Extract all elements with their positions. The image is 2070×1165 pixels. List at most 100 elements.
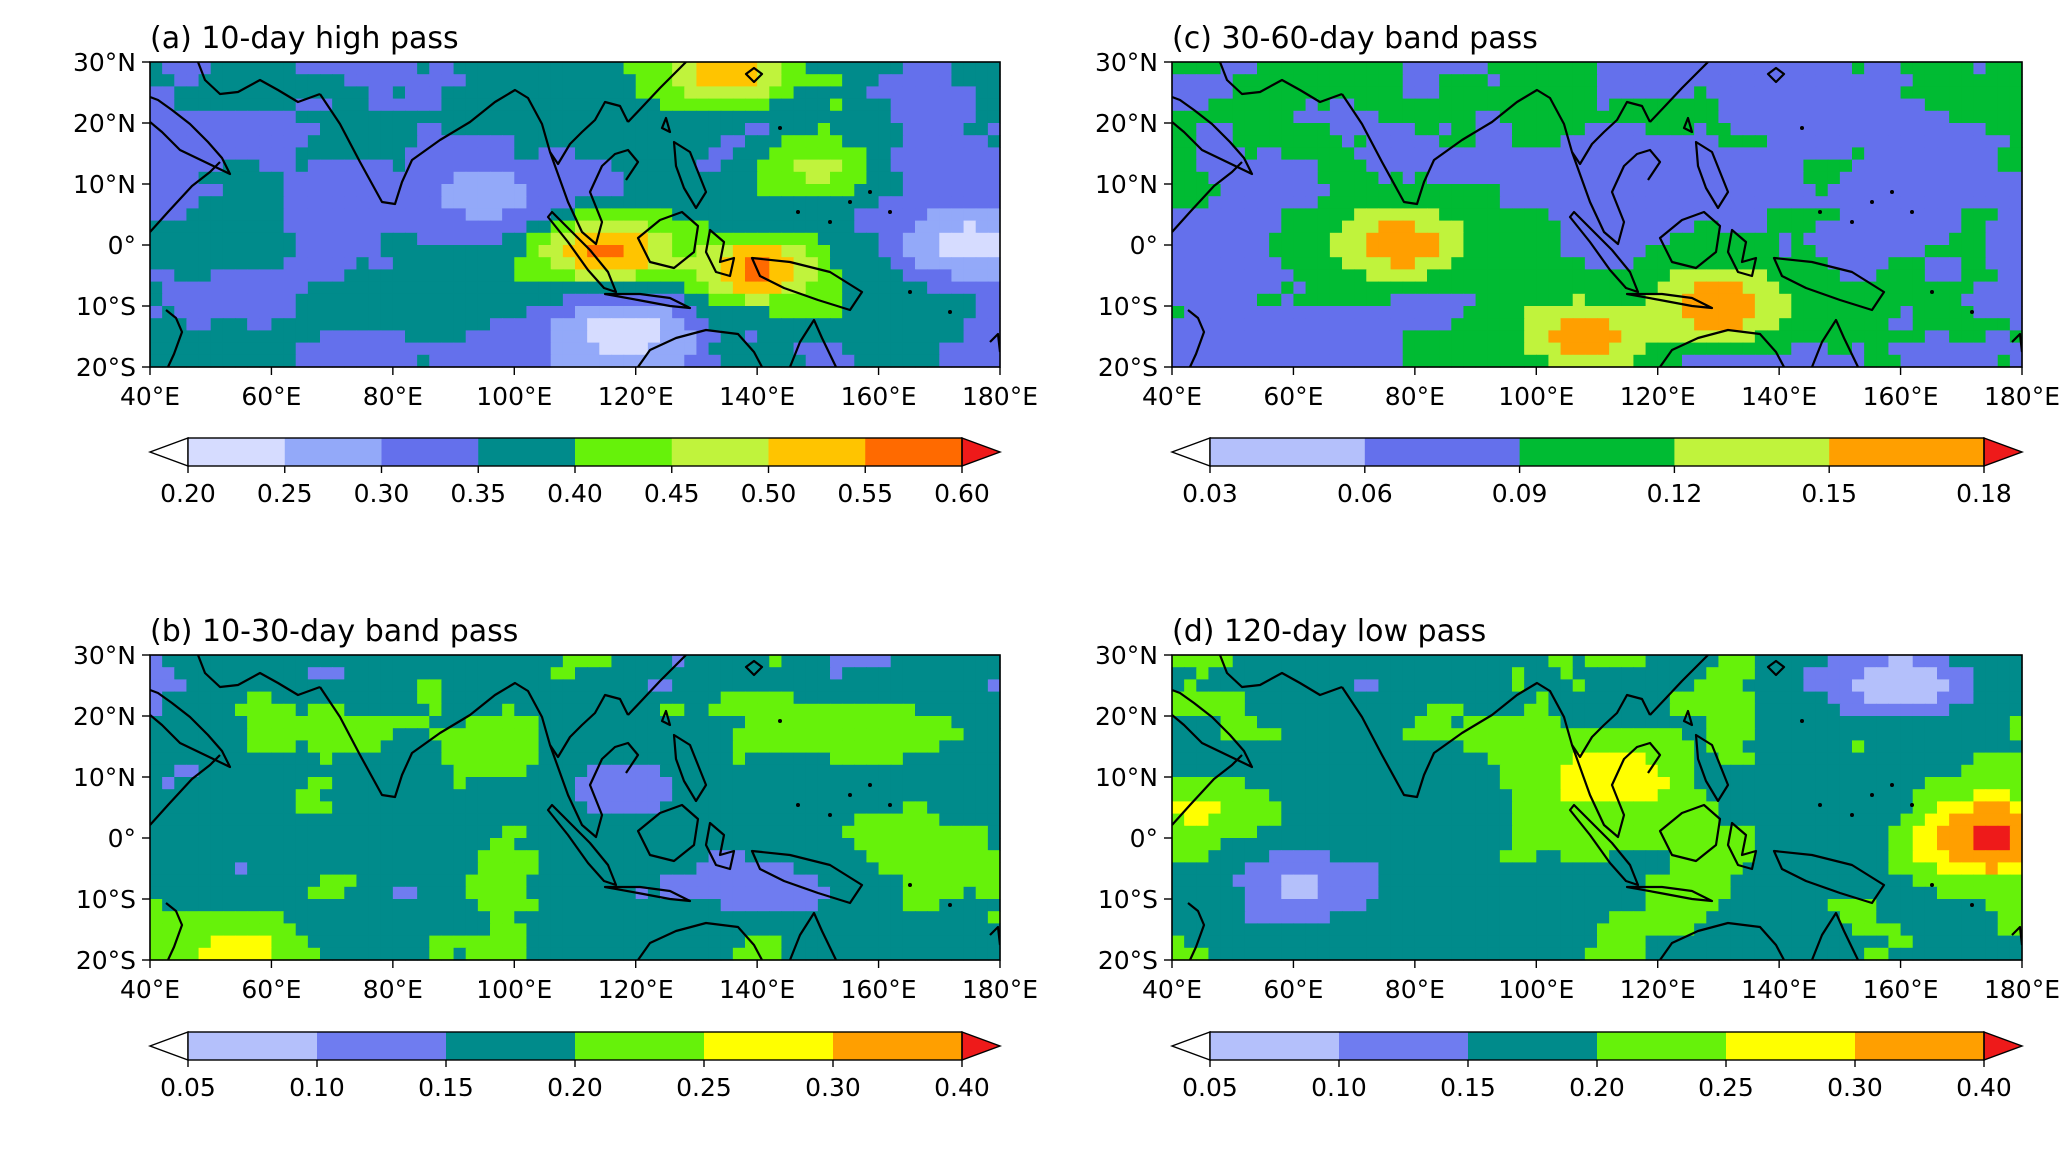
- field-cell: [211, 948, 224, 961]
- field-cell: [903, 343, 916, 356]
- field-cell: [709, 838, 722, 851]
- field-cell: [332, 789, 345, 802]
- field-cell: [1986, 135, 1999, 148]
- field-cell: [1439, 269, 1452, 282]
- field-cell: [964, 74, 977, 87]
- field-cell: [1342, 221, 1355, 234]
- field-cell: [539, 679, 552, 692]
- field-cell: [526, 936, 539, 949]
- field-cell: [1378, 86, 1391, 99]
- field-cell: [745, 765, 758, 778]
- field-cell: [308, 245, 321, 258]
- field-cell: [466, 826, 479, 839]
- field-cell: [1803, 208, 1816, 221]
- field-cell: [1913, 208, 1926, 221]
- field-cell: [235, 306, 248, 319]
- field-cell: [1439, 99, 1452, 112]
- field-cell: [951, 282, 964, 295]
- field-cell: [745, 184, 758, 197]
- field-cell: [502, 294, 515, 307]
- field-cell: [648, 147, 661, 160]
- field-cell: [879, 257, 892, 270]
- field-cell: [1597, 282, 1610, 295]
- field-cell: [247, 716, 260, 729]
- field-cell: [1391, 99, 1404, 112]
- field-cell: [1269, 123, 1282, 136]
- field-cell: [1901, 269, 1914, 282]
- field-cell: [781, 936, 794, 949]
- field-cell: [660, 269, 673, 282]
- field-cell: [211, 838, 224, 851]
- field-cell: [866, 899, 879, 912]
- field-cell: [320, 306, 333, 319]
- field-cell: [284, 135, 297, 148]
- field-cell: [162, 257, 175, 270]
- field-cell: [308, 123, 321, 136]
- field-cell: [1366, 160, 1379, 173]
- field-cell: [223, 99, 236, 112]
- field-cell: [1633, 257, 1646, 270]
- field-cell: [247, 62, 260, 75]
- field-cell: [405, 936, 418, 949]
- field-cell: [526, 123, 539, 136]
- field-cell: [1318, 257, 1331, 270]
- field-cell: [915, 728, 928, 741]
- field-cell: [478, 936, 491, 949]
- field-cell: [186, 826, 199, 839]
- field-cell: [636, 318, 649, 331]
- field-cell: [939, 111, 952, 124]
- field-cell: [587, 655, 600, 668]
- field-cell: [174, 257, 187, 270]
- field-cell: [441, 269, 454, 282]
- field-cell: [1184, 111, 1197, 124]
- field-cell: [1269, 233, 1282, 246]
- field-cell: [1378, 123, 1391, 136]
- field-cell: [1585, 172, 1598, 185]
- field-cell: [1658, 147, 1671, 160]
- field-cell: [1949, 111, 1962, 124]
- field-cell: [235, 655, 248, 668]
- field-cell: [587, 99, 600, 112]
- field-cell: [308, 196, 321, 209]
- field-cell: [417, 826, 430, 839]
- field-cell: [478, 765, 491, 778]
- field-cell: [1500, 160, 1513, 173]
- field-cell: [478, 257, 491, 270]
- field-cell: [199, 294, 212, 307]
- colorbar-tick-label: 0.40: [547, 479, 603, 508]
- field-cell: [1306, 269, 1319, 282]
- field-cell: [806, 74, 819, 87]
- field-cell: [611, 777, 624, 790]
- field-cell: [344, 850, 357, 863]
- field-cell: [539, 318, 552, 331]
- field-cell: [1451, 147, 1464, 160]
- field-cell: [587, 728, 600, 741]
- field-cell: [1694, 99, 1707, 112]
- field-cell: [757, 86, 770, 99]
- field-cell: [927, 655, 940, 668]
- field-cell: [2010, 233, 2023, 246]
- field-cell: [393, 294, 406, 307]
- field-cell: [381, 86, 394, 99]
- field-cell: [988, 692, 1001, 705]
- field-cell: [757, 318, 770, 331]
- field-cell: [235, 814, 248, 827]
- field-cell: [842, 850, 855, 863]
- field-cell: [490, 862, 503, 875]
- field-cell: [1609, 221, 1622, 234]
- field-cell: [769, 86, 782, 99]
- field-cell: [939, 911, 952, 924]
- field-cell: [575, 99, 588, 112]
- field-cell: [454, 838, 467, 851]
- field-cell: [211, 233, 224, 246]
- field-cell: [1755, 282, 1768, 295]
- field-cell: [745, 801, 758, 814]
- field-cell: [1937, 74, 1950, 87]
- field-cell: [624, 814, 637, 827]
- field-cell: [866, 123, 879, 136]
- field-cell: [575, 789, 588, 802]
- field-cell: [769, 692, 782, 705]
- field-cell: [454, 948, 467, 961]
- field-cell: [223, 306, 236, 319]
- field-cell: [1706, 123, 1719, 136]
